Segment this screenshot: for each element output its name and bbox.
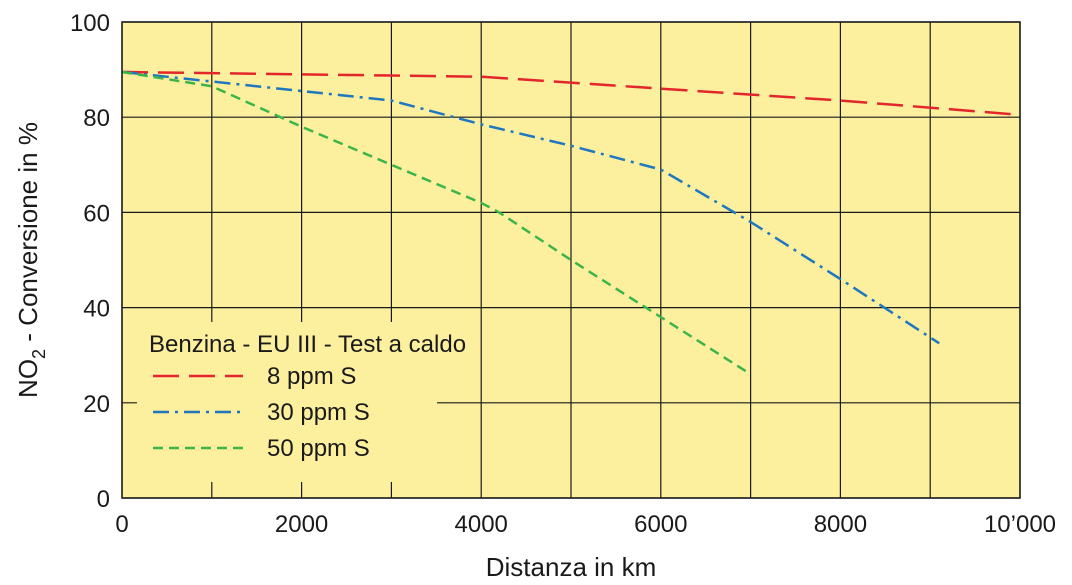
y-tick-label: 0	[97, 486, 110, 513]
y-tick-label: 40	[83, 296, 110, 323]
x-axis-label: Distanza in km	[486, 552, 657, 582]
y-tick-label: 20	[83, 391, 110, 418]
y-axis-label-subscript: 2	[29, 349, 49, 359]
legend-entry-label: 30 ppm S	[267, 399, 370, 426]
x-tick-label: 4000	[455, 511, 508, 538]
plot-frame	[121, 21, 1021, 499]
legend-entry-label: 50 ppm S	[267, 435, 370, 462]
x-axis-ticks: 0 2000 4000 6000 8000 10’000	[115, 511, 1056, 538]
series-line	[121, 70, 940, 345]
y-axis-ticks: 0 20 40 60 80 100	[70, 10, 110, 513]
legend-title: Benzina - EU III - Test a caldo	[149, 331, 466, 358]
legend-entry-label: 8 ppm S	[267, 363, 356, 390]
x-tick-label: 8000	[814, 511, 867, 538]
legend: Benzina - EU III - Test a caldo 8 ppm S 3…	[137, 322, 466, 482]
x-tick-label: 10’000	[984, 511, 1056, 538]
series-line	[121, 70, 1021, 117]
y-axis-label-suffix: - Conversione in %	[13, 122, 43, 349]
y-tick-label: 80	[83, 105, 110, 132]
legend-box	[137, 322, 437, 482]
y-tick-label: 100	[70, 10, 110, 37]
x-tick-label: 6000	[634, 511, 687, 538]
y-axis-label-prefix: NO	[13, 359, 43, 398]
series-lines	[121, 70, 1021, 376]
x-tick-label: 2000	[275, 511, 328, 538]
y-axis-label: NO2 - Conversione in %	[13, 122, 49, 398]
series-line	[121, 70, 752, 376]
y-tick-label: 60	[83, 200, 110, 227]
x-tick-label: 0	[115, 511, 128, 538]
